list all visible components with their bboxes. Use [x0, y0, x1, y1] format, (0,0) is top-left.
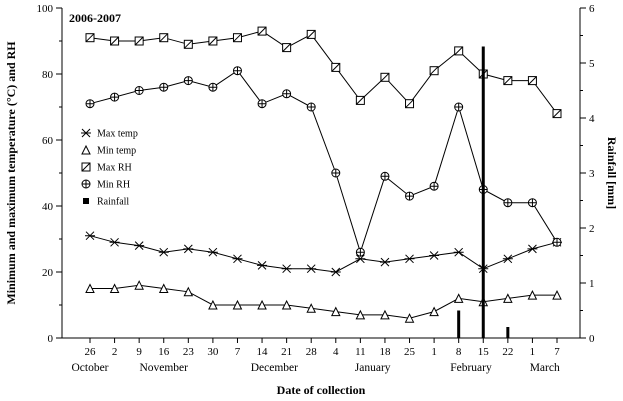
- series-min-temp: [85, 280, 562, 323]
- series-min-rh: [85, 66, 562, 257]
- axis-titles: Date of collection Minimum and maximum te…: [4, 11, 619, 397]
- series-max-rh: [85, 26, 562, 119]
- svg-text:Date of collection: Date of collection: [277, 383, 366, 397]
- axes: [56, 7, 586, 343]
- svg-text:21: 21: [281, 346, 292, 358]
- month-labels: October November December January February Ma…: [71, 362, 559, 374]
- svg-text:Rainfall [mm]: Rainfall [mm]: [605, 137, 619, 209]
- rainfall-bars: [457, 46, 510, 338]
- svg-text:1: 1: [431, 346, 437, 358]
- svg-text:January: January: [355, 362, 391, 374]
- svg-text:Max RH: Max RH: [97, 163, 132, 174]
- svg-text:40: 40: [42, 201, 54, 213]
- svg-text:7: 7: [235, 346, 241, 358]
- svg-text:28: 28: [306, 346, 318, 358]
- svg-text:2: 2: [112, 346, 118, 358]
- svg-text:4: 4: [333, 346, 339, 358]
- svg-text:Max temp: Max temp: [97, 129, 138, 140]
- svg-text:16: 16: [158, 346, 170, 358]
- svg-text:8: 8: [456, 346, 462, 358]
- svg-text:Rainfall: Rainfall: [97, 197, 129, 208]
- svg-text:26: 26: [85, 346, 97, 358]
- svg-text:9: 9: [136, 346, 142, 358]
- svg-text:October: October: [71, 362, 108, 374]
- svg-text:23: 23: [183, 346, 195, 358]
- svg-text:30: 30: [207, 346, 219, 358]
- svg-text:18: 18: [379, 346, 391, 358]
- svg-text:100: 100: [37, 3, 54, 15]
- svg-text:Min temp: Min temp: [97, 146, 136, 157]
- svg-text:2: 2: [589, 223, 595, 235]
- svg-text:7: 7: [554, 346, 560, 358]
- legend: Max temp Min temp Max RH Min RH Rainfall: [81, 129, 138, 208]
- svg-text:25: 25: [404, 346, 416, 358]
- svg-text:20: 20: [42, 267, 54, 279]
- series-max-temp: [85, 231, 562, 277]
- svg-text:1: 1: [589, 278, 595, 290]
- svg-text:80: 80: [42, 69, 54, 81]
- svg-text:0: 0: [48, 333, 54, 345]
- svg-text:2006-2007: 2006-2007: [69, 11, 121, 25]
- svg-text:5: 5: [589, 58, 595, 70]
- svg-text:February: February: [450, 362, 492, 374]
- svg-text:6: 6: [589, 3, 595, 15]
- svg-text:December: December: [251, 362, 298, 374]
- svg-text:11: 11: [355, 346, 366, 358]
- svg-text:1: 1: [530, 346, 536, 358]
- svg-text:14: 14: [257, 346, 269, 358]
- svg-text:0: 0: [589, 333, 595, 345]
- svg-text:4: 4: [589, 113, 595, 125]
- svg-text:15: 15: [478, 346, 490, 358]
- svg-text:March: March: [530, 362, 560, 374]
- svg-text:22: 22: [502, 346, 513, 358]
- svg-text:3: 3: [589, 168, 595, 180]
- svg-text:November: November: [139, 362, 188, 374]
- svg-text:60: 60: [42, 135, 54, 147]
- svg-text:Minimum and maximum temperatur: Minimum and maximum temperature (°C) and…: [4, 41, 18, 305]
- svg-text:Min RH: Min RH: [97, 180, 130, 191]
